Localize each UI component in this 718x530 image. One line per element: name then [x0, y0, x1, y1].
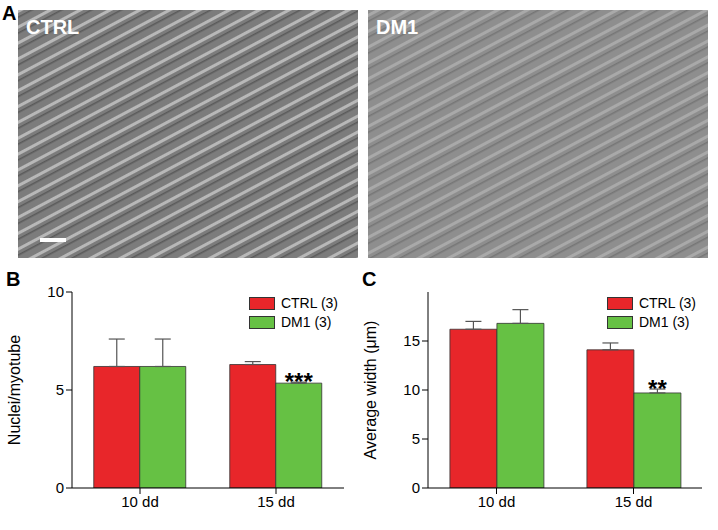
- svg-text:0: 0: [412, 479, 420, 496]
- svg-text:DM1: DM1: [376, 16, 418, 38]
- svg-text:0: 0: [56, 479, 64, 496]
- svg-text:10: 10: [403, 381, 420, 398]
- svg-text:***: ***: [285, 368, 314, 395]
- html-text:B: B: [6, 268, 21, 290]
- svg-text:**: **: [648, 375, 667, 402]
- html-text:DM1 (3): DM1 (3): [639, 314, 690, 330]
- svg-text:A: A: [2, 2, 16, 24]
- svg-text:15 dd: 15 dd: [257, 493, 295, 510]
- svg-text:Nuclei/myotube: Nuclei/myotube: [6, 335, 23, 445]
- svg-text:Average width (μm): Average width (μm): [362, 321, 379, 460]
- svg-text:5: 5: [412, 430, 420, 447]
- html-text:CTRL (3): CTRL (3): [639, 295, 696, 311]
- svg-text:CTRL: CTRL: [26, 16, 79, 38]
- svg-text:10: 10: [47, 283, 64, 300]
- html-text:DM1 (3): DM1 (3): [281, 314, 332, 330]
- html-text:C: C: [362, 268, 377, 290]
- html-text:CTRL (3): CTRL (3): [281, 295, 338, 311]
- svg-text:15 dd: 15 dd: [615, 493, 653, 510]
- svg-text:5: 5: [56, 381, 64, 398]
- svg-text:10 dd: 10 dd: [121, 493, 159, 510]
- svg-text:10 dd: 10 dd: [478, 493, 516, 510]
- svg-text:15: 15: [403, 332, 420, 349]
